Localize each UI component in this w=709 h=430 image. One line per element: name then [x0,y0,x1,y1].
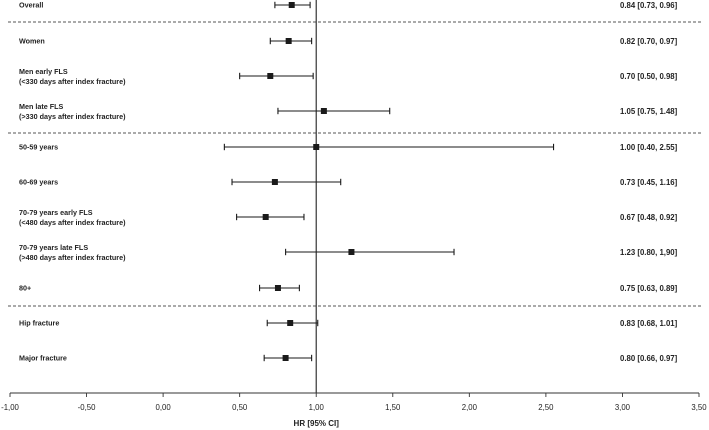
x-tick-label: 2,00 [462,403,478,412]
hr-value: 0.82 [0.70, 0.97] [620,37,678,46]
row-label: Women [19,37,45,46]
x-tick-label: 0,00 [156,403,172,412]
hr-value: 1.00 [0.40, 2.55] [620,143,678,152]
x-tick-label: 3,00 [615,403,631,412]
row-label: (>480 days after index fracture) [19,253,126,262]
hr-point [282,355,289,361]
row-label: Overall [19,1,43,10]
x-tick-label: 3,50 [691,403,707,412]
row-label: 60-69 years [19,178,58,187]
x-tick-label: 1,50 [385,403,401,412]
hr-point [285,38,292,44]
hr-point [320,108,327,114]
hr-value: 0.70 [0.50, 0.98] [620,72,678,81]
hr-value: 1.23 [0.80, 1,90] [620,248,678,257]
x-tick-label: -1,00 [1,403,19,412]
row-label: Major fracture [19,354,67,363]
hr-value: 0.75 [0.63, 0.89] [620,284,678,293]
hr-value: 0.67 [0.48, 0.92] [620,213,678,222]
row-label: 80+ [19,284,31,293]
hr-value: 0.80 [0.66, 0.97] [620,354,678,363]
row-label: 70-79 years late FLS [19,243,88,252]
row-label: (<330 days after index fracture) [19,77,126,86]
hr-point [262,214,269,220]
row-label: Men early FLS [19,67,68,76]
hr-point [267,73,274,79]
hr-value: 0.84 [0.73, 0.96] [620,1,678,10]
row-label: Men late FLS [19,102,64,111]
row-label: 70-79 years early FLS [19,208,93,217]
x-tick-label: -0,50 [78,403,96,412]
x-tick-label: 1,00 [309,403,325,412]
row-label: 50-59 years [19,143,58,152]
x-axis-title: HR [95% CI] [294,419,340,428]
hr-point [274,285,281,291]
hr-point [271,179,278,185]
row-label: Hip fracture [19,319,59,328]
hr-value: 0.73 [0.45, 1.16] [620,178,678,187]
hr-point [287,320,294,326]
hr-point [348,249,355,255]
x-tick-label: 2,50 [538,403,554,412]
hr-point [288,2,295,8]
hr-value: 0.83 [0.68, 1.01] [620,319,678,328]
x-tick-label: 0,50 [232,403,248,412]
row-label: (>330 days after index fracture) [19,112,126,121]
hr-point [313,144,320,150]
hr-value: 1.05 [0.75, 1.48] [620,107,678,116]
row-label: (<480 days after index fracture) [19,218,126,227]
